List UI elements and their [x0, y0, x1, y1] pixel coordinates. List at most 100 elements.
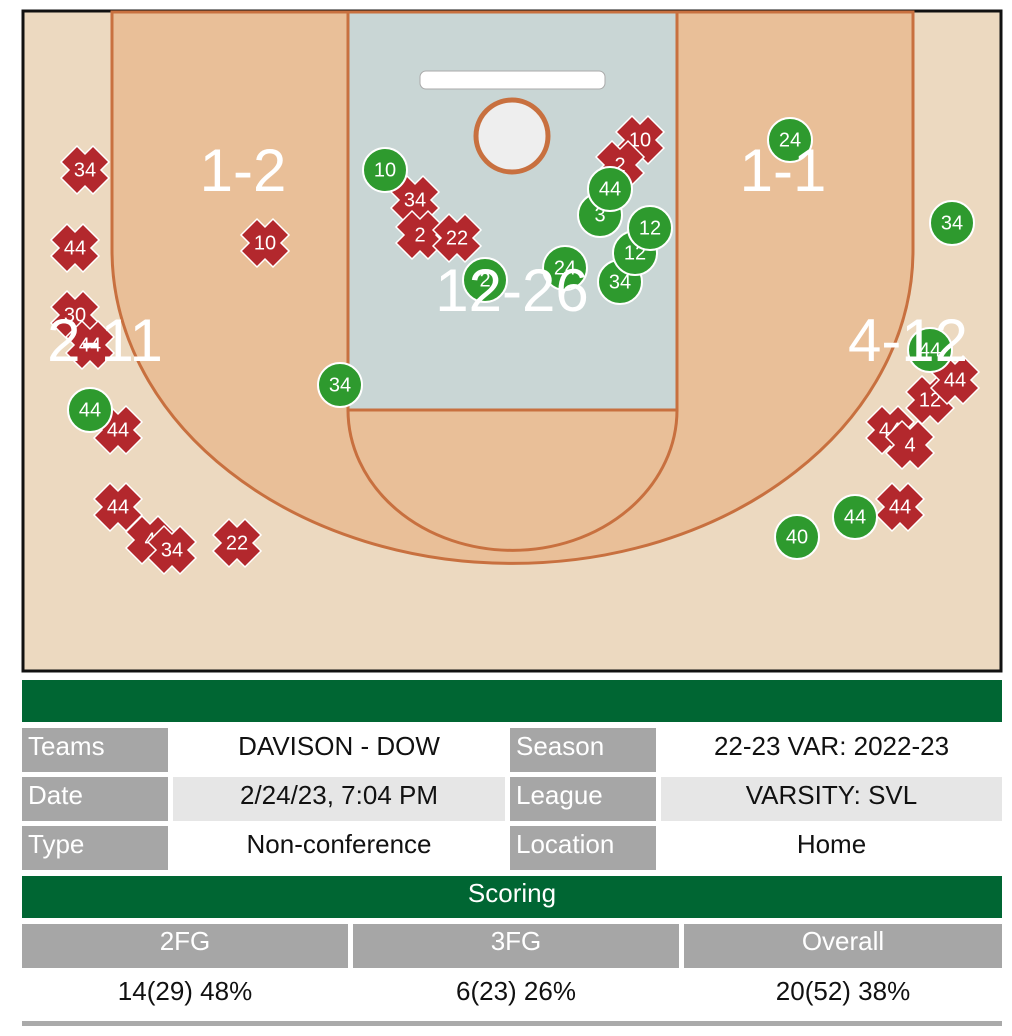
made-shot: 2: [462, 257, 508, 303]
shot-marker: [64, 319, 116, 371]
shot-marker: [211, 517, 263, 569]
shot-number: 44: [599, 178, 621, 200]
shot-number: 34: [329, 374, 351, 396]
shot-number: 44: [79, 334, 101, 356]
shot-number: 24: [554, 257, 576, 279]
shot-marker: [907, 327, 953, 373]
shot-number: 34: [74, 159, 96, 181]
field-value: Home: [797, 829, 866, 859]
zone-record: 2-11: [47, 307, 163, 374]
bottom-rule: [22, 1021, 1002, 1026]
shot-number: 44: [844, 506, 866, 528]
shot-number: 12: [919, 389, 941, 411]
scoring-header-cell: [22, 924, 348, 968]
shot-marker: [832, 494, 878, 540]
scoring-header-cell: [353, 924, 679, 968]
shot-number: 44: [944, 369, 966, 391]
shot-number: 24: [779, 129, 801, 151]
shot-marker: [627, 205, 673, 251]
shot-marker: [146, 524, 198, 576]
made-shot: 24: [767, 117, 813, 163]
shot-number: 4: [904, 434, 915, 456]
field-label-cell: [22, 826, 168, 870]
shot-marker: [587, 166, 633, 212]
shot-number: 34: [941, 212, 963, 234]
field-value: VARSITY: SVL: [746, 780, 917, 810]
shot-marker: [767, 117, 813, 163]
scoring-header: 3FG: [491, 926, 542, 956]
rim: [473, 97, 551, 175]
shot-marker: [59, 144, 111, 196]
missed-shot: 10: [239, 217, 291, 269]
field-value: Non-conference: [247, 829, 432, 859]
field-label-cell: [22, 728, 168, 772]
field-label-cell: [510, 826, 656, 870]
zone-record: 12-26: [435, 257, 588, 324]
shot-number: 44: [64, 237, 86, 259]
missed-shot: 22: [431, 212, 483, 264]
shot-marker: [49, 222, 101, 274]
field-label-cell: [510, 777, 656, 821]
made-shot: 34: [929, 200, 975, 246]
shot-number: 3: [594, 204, 605, 226]
shot-number: 34: [404, 189, 426, 211]
field-label-cell: [510, 728, 656, 772]
scoring-header: 2FG: [160, 926, 211, 956]
zone-record: 1-1: [740, 137, 827, 204]
free-throw-circle: [346, 409, 679, 552]
shot-marker: [874, 481, 926, 533]
missed-shot: 44: [49, 222, 101, 274]
shot-marker: [239, 217, 291, 269]
shot-marker: [542, 245, 588, 291]
scoring-bar: [22, 876, 1002, 918]
shot-number: 22: [446, 227, 468, 249]
shot-marker: [929, 200, 975, 246]
field-value-cell: [173, 826, 505, 870]
scoring-table: 2FG 14(29) 48% 3FG 6(23) 26% Overall 20(52) 3…: [22, 924, 1002, 1006]
info-table: Teams DAVISON - DOW Season 22-23 VAR: 2022-…: [22, 728, 1002, 870]
made-shot: 44: [587, 166, 633, 212]
zones: 1-2 1-1 12-26 2-11 4-12: [47, 137, 968, 374]
field-label: Location: [516, 829, 614, 859]
zone-record: 4-12: [848, 307, 968, 374]
made-shot: 12: [612, 230, 658, 276]
shot-marker: [67, 387, 113, 433]
shot-number: 22: [226, 532, 248, 554]
shot-number: 44: [919, 339, 941, 361]
shot-number: 44: [107, 496, 129, 518]
field-label: Season: [516, 731, 604, 761]
shot-marker: [362, 147, 408, 193]
missed-shot: 44: [64, 319, 116, 371]
shot-number: 12: [639, 217, 661, 239]
shot-number: 10: [254, 232, 276, 254]
header-bar: [22, 680, 1002, 722]
made-shot: 10: [362, 147, 408, 193]
missed-shot: 2: [394, 209, 446, 261]
zone-record: 1-2: [200, 137, 287, 204]
made-shot: 24: [542, 245, 588, 291]
shot-marker: [317, 362, 363, 408]
field-value: DAVISON - DOW: [238, 731, 440, 761]
scoring-header-cell: [684, 924, 1002, 968]
field-label: Type: [28, 829, 84, 859]
shot-number: 40: [786, 526, 808, 548]
scoring-header: Overall: [802, 926, 884, 956]
missed-shot: 34: [59, 144, 111, 196]
shot-marker: [462, 257, 508, 303]
missed-shot: 22: [211, 517, 263, 569]
made-shot: 40: [774, 514, 820, 560]
shot-number: 30: [64, 304, 86, 326]
shot-number: 2: [614, 154, 625, 176]
shot-marker: [774, 514, 820, 560]
field-value-cell: [661, 728, 1002, 772]
made-shot: 12: [627, 205, 673, 251]
scoring-value: 14(29) 48%: [118, 976, 252, 1006]
field-value-cell: [173, 777, 505, 821]
shot-number: 2: [479, 269, 490, 291]
made-shot: 44: [907, 327, 953, 373]
backboard: [419, 70, 606, 90]
shots: 3444304444444342210342221024441244441034…: [49, 114, 981, 576]
shot-number: 44: [889, 496, 911, 518]
field-value: 2/24/23, 7:04 PM: [240, 780, 438, 810]
